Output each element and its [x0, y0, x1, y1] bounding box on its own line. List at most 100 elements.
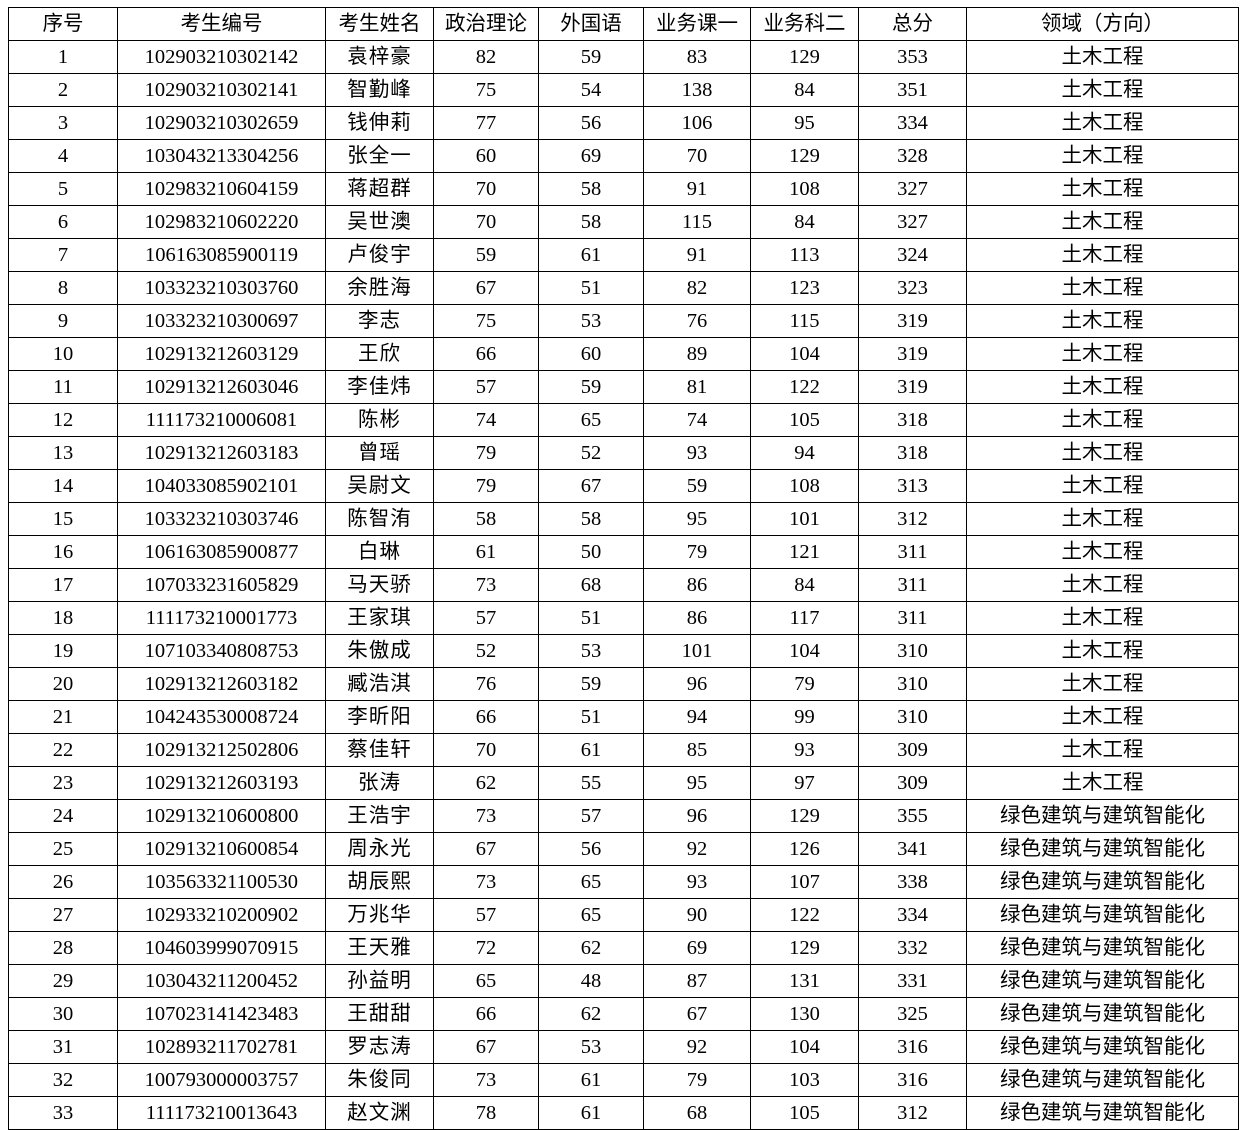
cell-total: 351: [858, 73, 967, 107]
cell-exam_no: 102893211702781: [117, 1030, 326, 1064]
cell-foreign: 65: [538, 898, 644, 932]
cell-field: 绿色建筑与建筑智能化: [966, 832, 1239, 866]
cell-total: 311: [858, 568, 967, 602]
cell-index: 33: [8, 1096, 118, 1130]
cell-name: 万兆华: [325, 898, 434, 932]
cell-field: 土木工程: [966, 139, 1239, 173]
cell-name: 钱伸莉: [325, 106, 434, 140]
cell-politics: 72: [433, 931, 539, 965]
cell-politics: 70: [433, 205, 539, 239]
cell-name: 朱俊同: [325, 1063, 434, 1097]
cell-field: 土木工程: [966, 370, 1239, 404]
cell-index: 11: [8, 370, 118, 404]
cell-total: 323: [858, 271, 967, 305]
cell-name: 蔡佳轩: [325, 733, 434, 767]
cell-major2: 122: [750, 898, 859, 932]
cell-major1: 92: [643, 832, 751, 866]
cell-total: 332: [858, 931, 967, 965]
cell-exam_no: 107033231605829: [117, 568, 326, 602]
cell-index: 16: [8, 535, 118, 569]
column-header-major2: 业务科二: [750, 7, 859, 41]
table-row: 27 102933210200902 万兆华 57 65 90 122 334 绿色建筑与建筑智…: [8, 898, 1239, 932]
cell-foreign: 51: [538, 601, 644, 635]
cell-field: 土木工程: [966, 436, 1239, 470]
cell-foreign: 61: [538, 1096, 644, 1130]
cell-total: 318: [858, 403, 967, 437]
cell-name: 张全一: [325, 139, 434, 173]
cell-foreign: 54: [538, 73, 644, 107]
cell-major1: 95: [643, 766, 751, 800]
cell-foreign: 67: [538, 469, 644, 503]
cell-foreign: 61: [538, 1063, 644, 1097]
cell-major2: 97: [750, 766, 859, 800]
cell-exam_no: 111173210001773: [117, 601, 326, 635]
cell-major2: 113: [750, 238, 859, 272]
cell-name: 王家琪: [325, 601, 434, 635]
cell-politics: 58: [433, 502, 539, 536]
cell-major1: 90: [643, 898, 751, 932]
table-row: 12 111173210006081 陈彬 74 65 74 105 318 土木工程: [8, 403, 1239, 437]
cell-politics: 77: [433, 106, 539, 140]
cell-major2: 129: [750, 799, 859, 833]
cell-field: 土木工程: [966, 205, 1239, 239]
cell-field: 绿色建筑与建筑智能化: [966, 964, 1239, 998]
cell-total: 338: [858, 865, 967, 899]
cell-politics: 52: [433, 634, 539, 668]
cell-exam_no: 102913212603182: [117, 667, 326, 701]
cell-politics: 61: [433, 535, 539, 569]
cell-name: 赵文渊: [325, 1096, 434, 1130]
cell-politics: 57: [433, 898, 539, 932]
cell-politics: 75: [433, 73, 539, 107]
cell-total: 319: [858, 370, 967, 404]
cell-major1: 59: [643, 469, 751, 503]
table-row: 10 102913212603129 王欣 66 60 89 104 319 土木工程: [8, 337, 1239, 371]
cell-foreign: 68: [538, 568, 644, 602]
cell-major1: 96: [643, 667, 751, 701]
column-header-exam-no: 考生编号: [117, 7, 326, 41]
cell-index: 32: [8, 1063, 118, 1097]
cell-name: 陈彬: [325, 403, 434, 437]
table-body: 1 102903210302142 袁梓豪 82 59 83 129 353 土木工程 2 1029…: [8, 40, 1239, 1130]
cell-foreign: 58: [538, 502, 644, 536]
cell-politics: 57: [433, 370, 539, 404]
cell-name: 朱傲成: [325, 634, 434, 668]
cell-foreign: 59: [538, 40, 644, 74]
cell-politics: 57: [433, 601, 539, 635]
cell-index: 6: [8, 205, 118, 239]
cell-foreign: 62: [538, 997, 644, 1031]
cell-name: 马天骄: [325, 568, 434, 602]
cell-total: 334: [858, 106, 967, 140]
column-header-name: 考生姓名: [325, 7, 434, 41]
table-row: 33 111173210013643 赵文渊 78 61 68 105 312 绿色建筑与建筑智…: [8, 1096, 1239, 1130]
cell-politics: 73: [433, 1063, 539, 1097]
cell-exam_no: 103563321100530: [117, 865, 326, 899]
cell-politics: 67: [433, 1030, 539, 1064]
table-row: 18 111173210001773 王家琪 57 51 86 117 311 土木工程: [8, 601, 1239, 635]
table-row: 8 103323210303760 余胜海 67 51 82 123 323 土木工程: [8, 271, 1239, 305]
cell-politics: 65: [433, 964, 539, 998]
cell-index: 21: [8, 700, 118, 734]
cell-exam_no: 107023141423483: [117, 997, 326, 1031]
cell-name: 张涛: [325, 766, 434, 800]
cell-major2: 121: [750, 535, 859, 569]
cell-foreign: 53: [538, 634, 644, 668]
cell-foreign: 52: [538, 436, 644, 470]
cell-exam_no: 102913212603193: [117, 766, 326, 800]
cell-field: 土木工程: [966, 40, 1239, 74]
cell-field: 土木工程: [966, 469, 1239, 503]
cell-exam_no: 102913212502806: [117, 733, 326, 767]
table-row: 24 102913210600800 王浩宇 73 57 96 129 355 绿色建筑与建筑智…: [8, 799, 1239, 833]
cell-index: 10: [8, 337, 118, 371]
cell-field: 土木工程: [966, 172, 1239, 206]
cell-major2: 94: [750, 436, 859, 470]
cell-politics: 70: [433, 733, 539, 767]
cell-name: 周永光: [325, 832, 434, 866]
cell-politics: 82: [433, 40, 539, 74]
table-row: 19 107103340808753 朱傲成 52 53 101 104 310 土木工程: [8, 634, 1239, 668]
cell-major2: 123: [750, 271, 859, 305]
cell-major2: 115: [750, 304, 859, 338]
cell-total: 312: [858, 1096, 967, 1130]
cell-politics: 70: [433, 172, 539, 206]
cell-name: 胡辰熙: [325, 865, 434, 899]
cell-name: 李佳炜: [325, 370, 434, 404]
